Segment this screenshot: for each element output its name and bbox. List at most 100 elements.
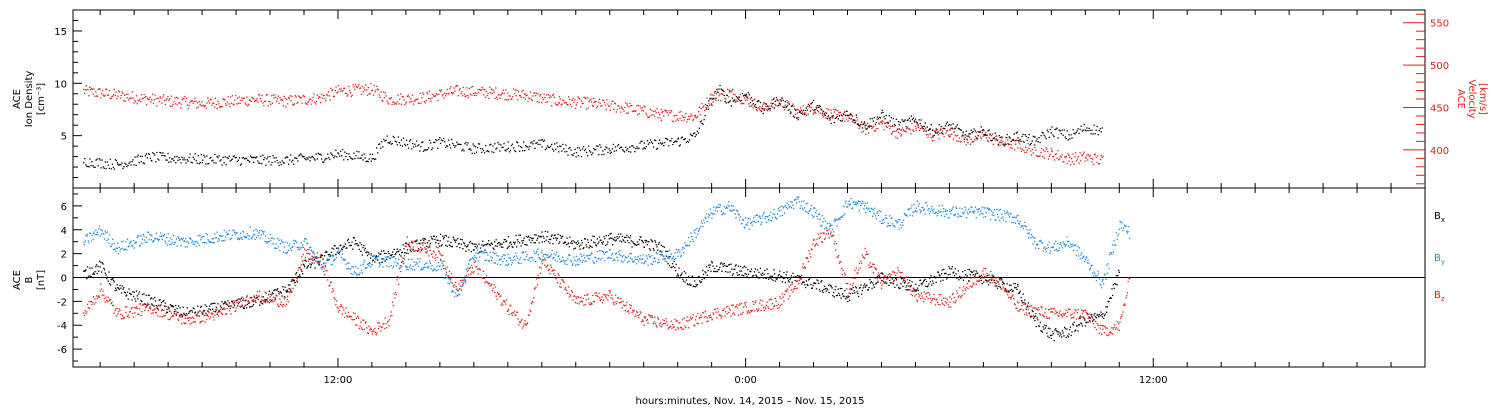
bx-point [1084, 325, 1087, 327]
bx-point [827, 289, 829, 291]
bx-point [103, 269, 106, 271]
velocity-point [1063, 161, 1065, 163]
bx-point [587, 241, 589, 244]
velocity-point [997, 145, 1000, 147]
bx-point [1014, 282, 1017, 285]
bx-point [1075, 325, 1078, 327]
density-point [592, 152, 594, 154]
bx-point [193, 308, 195, 310]
velocity-point [524, 93, 527, 95]
bx-point [994, 285, 996, 287]
velocity-point [270, 95, 273, 97]
velocity-point [422, 93, 425, 95]
bx-point [340, 244, 342, 246]
bx-point [734, 265, 737, 267]
by-point [182, 237, 184, 239]
by-point [522, 251, 524, 253]
bx-point [435, 236, 438, 238]
density-point [553, 150, 555, 152]
bx-point [200, 306, 202, 308]
density-point [491, 151, 493, 153]
by-point [736, 210, 739, 212]
density-point [780, 100, 782, 102]
bx-point [346, 247, 348, 249]
density-point [848, 117, 850, 119]
velocity-point [976, 139, 978, 141]
by-point [766, 216, 768, 218]
by-point [527, 259, 529, 261]
velocity-point [411, 94, 414, 96]
by-point [835, 218, 838, 220]
by-point [867, 208, 869, 210]
bx-point [182, 306, 184, 308]
bx-point [541, 231, 543, 233]
bx-point [952, 272, 954, 274]
by-point [144, 239, 146, 241]
velocity-point [445, 95, 447, 97]
bx-point [324, 251, 326, 253]
bx-point [280, 292, 282, 294]
bx-point [978, 275, 980, 277]
bx-point [262, 296, 265, 298]
density-point [104, 161, 106, 163]
density-point [1065, 137, 1067, 140]
density-point [478, 143, 481, 145]
velocity-point [310, 103, 313, 105]
velocity-point [694, 114, 696, 117]
bx-point [679, 275, 682, 277]
by-point [204, 241, 206, 244]
bx-point [688, 275, 690, 277]
velocity-point [696, 116, 698, 118]
velocity-point [174, 97, 176, 99]
by-point [753, 220, 756, 222]
bx-point [635, 244, 637, 246]
density-point [226, 157, 228, 159]
velocity-point [822, 114, 824, 116]
bx-point [464, 245, 466, 247]
by-point [642, 254, 644, 256]
by-point [103, 233, 105, 235]
by-point [531, 256, 533, 259]
velocity-point [344, 92, 347, 94]
bx-point [502, 246, 504, 248]
velocity-point [687, 118, 689, 121]
bx-point [756, 275, 758, 277]
velocity-point [723, 90, 725, 93]
bx-point [360, 250, 362, 252]
bx-point [349, 245, 351, 247]
density-point [931, 129, 934, 131]
bx-point [548, 238, 550, 240]
velocity-point [598, 98, 600, 100]
by-point [716, 210, 719, 213]
velocity-point [264, 100, 267, 103]
velocity-point [561, 103, 563, 105]
velocity-point [125, 93, 127, 95]
by-point [888, 225, 890, 227]
density-point [151, 160, 153, 162]
bx-point [599, 239, 601, 241]
density-point [389, 141, 391, 143]
velocity-point [388, 97, 391, 100]
by-point [651, 255, 653, 257]
bx-point [858, 287, 860, 289]
density-point [465, 141, 467, 144]
bx-point [922, 282, 924, 284]
by-point [271, 237, 273, 239]
by-point [163, 233, 166, 236]
density-point [129, 161, 131, 163]
bx-point [397, 250, 399, 253]
by-point [109, 234, 111, 236]
density-point [520, 146, 522, 148]
density-point [1039, 141, 1041, 144]
velocity-point [451, 92, 454, 95]
bx-point [95, 264, 98, 266]
density-point [422, 141, 424, 143]
by-point [175, 241, 177, 243]
velocity-point [897, 131, 899, 133]
bx-point [579, 248, 581, 250]
by-point [215, 237, 217, 239]
by-point [742, 218, 744, 220]
velocity-point [800, 107, 802, 109]
by-point [161, 238, 163, 241]
density-point [155, 161, 157, 163]
